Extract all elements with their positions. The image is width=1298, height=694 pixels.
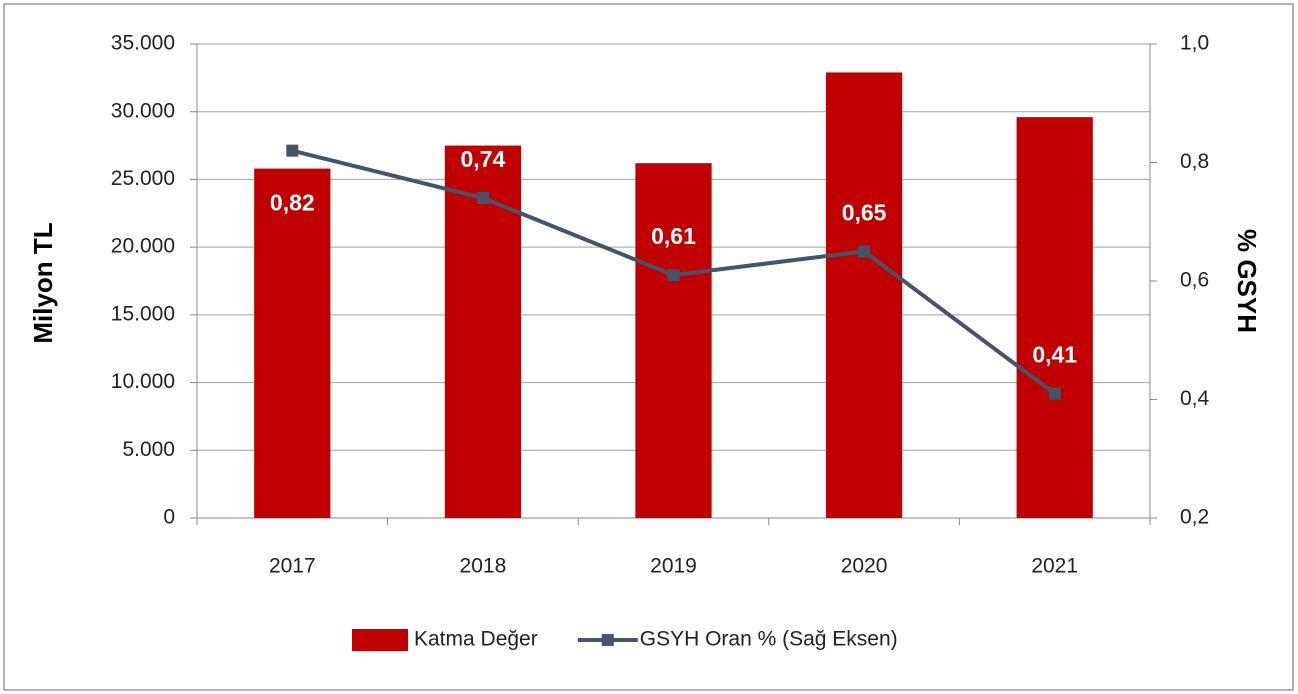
y-tick-label: 5.000 bbox=[122, 438, 175, 461]
y2-tick-label: 0,4 bbox=[1180, 387, 1210, 410]
y-tick-label: 35.000 bbox=[111, 32, 175, 55]
data-label: 0,65 bbox=[842, 199, 887, 225]
x-tick-label: 2020 bbox=[841, 555, 888, 578]
x-tick-label: 2017 bbox=[269, 555, 316, 578]
legend-swatch bbox=[352, 629, 408, 651]
legend-label: Katma Değer bbox=[414, 628, 538, 651]
y2-tick-label: 0,6 bbox=[1180, 269, 1209, 292]
legend-label: GSYH Oran % (Sağ Eksen) bbox=[640, 628, 898, 651]
y2-tick-label: 0,8 bbox=[1180, 150, 1209, 173]
y-tick-label: 30.000 bbox=[111, 99, 175, 122]
y-tick-label: 20.000 bbox=[111, 235, 175, 258]
data-label: 0,41 bbox=[1032, 342, 1077, 368]
bar bbox=[825, 72, 903, 518]
line-marker bbox=[1048, 387, 1061, 400]
line-marker bbox=[858, 245, 871, 258]
y2-tick-label: 0,2 bbox=[1180, 506, 1209, 529]
y2-axis-title: % GSYH bbox=[1232, 229, 1262, 333]
data-label: 0,82 bbox=[270, 190, 315, 216]
y-tick-label: 0 bbox=[163, 506, 175, 529]
data-label: 0,61 bbox=[651, 223, 696, 249]
x-tick-label: 2019 bbox=[650, 555, 697, 578]
y-tick-label: 10.000 bbox=[111, 370, 175, 393]
bar bbox=[254, 168, 331, 518]
y2-tick-label: 1,0 bbox=[1180, 32, 1209, 55]
x-tick-label: 2018 bbox=[460, 555, 507, 578]
line-marker bbox=[286, 144, 299, 157]
y-axis-title: Milyon TL bbox=[28, 222, 58, 343]
y-tick-label: 25.000 bbox=[111, 167, 175, 190]
y-tick-label: 15.000 bbox=[111, 302, 175, 325]
bar bbox=[1016, 117, 1093, 518]
legend-swatch bbox=[601, 634, 614, 646]
data-label: 0,74 bbox=[461, 146, 506, 172]
line-marker bbox=[476, 192, 489, 205]
x-tick-label: 2021 bbox=[1031, 555, 1078, 578]
bar bbox=[635, 163, 712, 519]
line-marker bbox=[667, 269, 680, 282]
